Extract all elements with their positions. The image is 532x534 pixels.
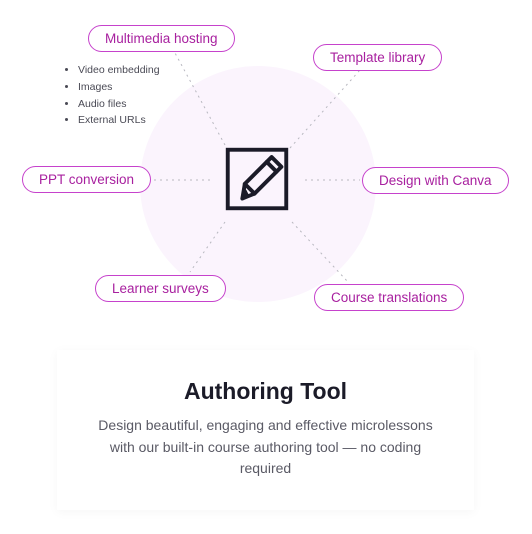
- pencil-square-icon: [218, 140, 296, 218]
- pill-template-library: Template library: [313, 44, 442, 71]
- card-body: Design beautiful, engaging and effective…: [97, 415, 434, 480]
- info-card: Authoring Tool Design beautiful, engagin…: [57, 350, 474, 510]
- diagram-canvas: Multimedia hosting Template library PPT co…: [0, 0, 532, 534]
- center-icon-wrap: [218, 140, 296, 223]
- pill-course-translations: Course translations: [314, 284, 464, 311]
- pill-ppt-conversion: PPT conversion: [22, 166, 151, 193]
- bullet-item: Images: [78, 79, 160, 96]
- multimedia-bullets: Video embeddingImagesAudio filesExternal…: [64, 62, 160, 129]
- card-title: Authoring Tool: [97, 378, 434, 405]
- pill-learner-surveys: Learner surveys: [95, 275, 226, 302]
- pill-design-with-canva: Design with Canva: [362, 167, 509, 194]
- bullet-item: External URLs: [78, 112, 160, 129]
- bullet-item: Audio files: [78, 96, 160, 113]
- bullet-item: Video embedding: [78, 62, 160, 79]
- pill-multimedia-hosting: Multimedia hosting: [88, 25, 235, 52]
